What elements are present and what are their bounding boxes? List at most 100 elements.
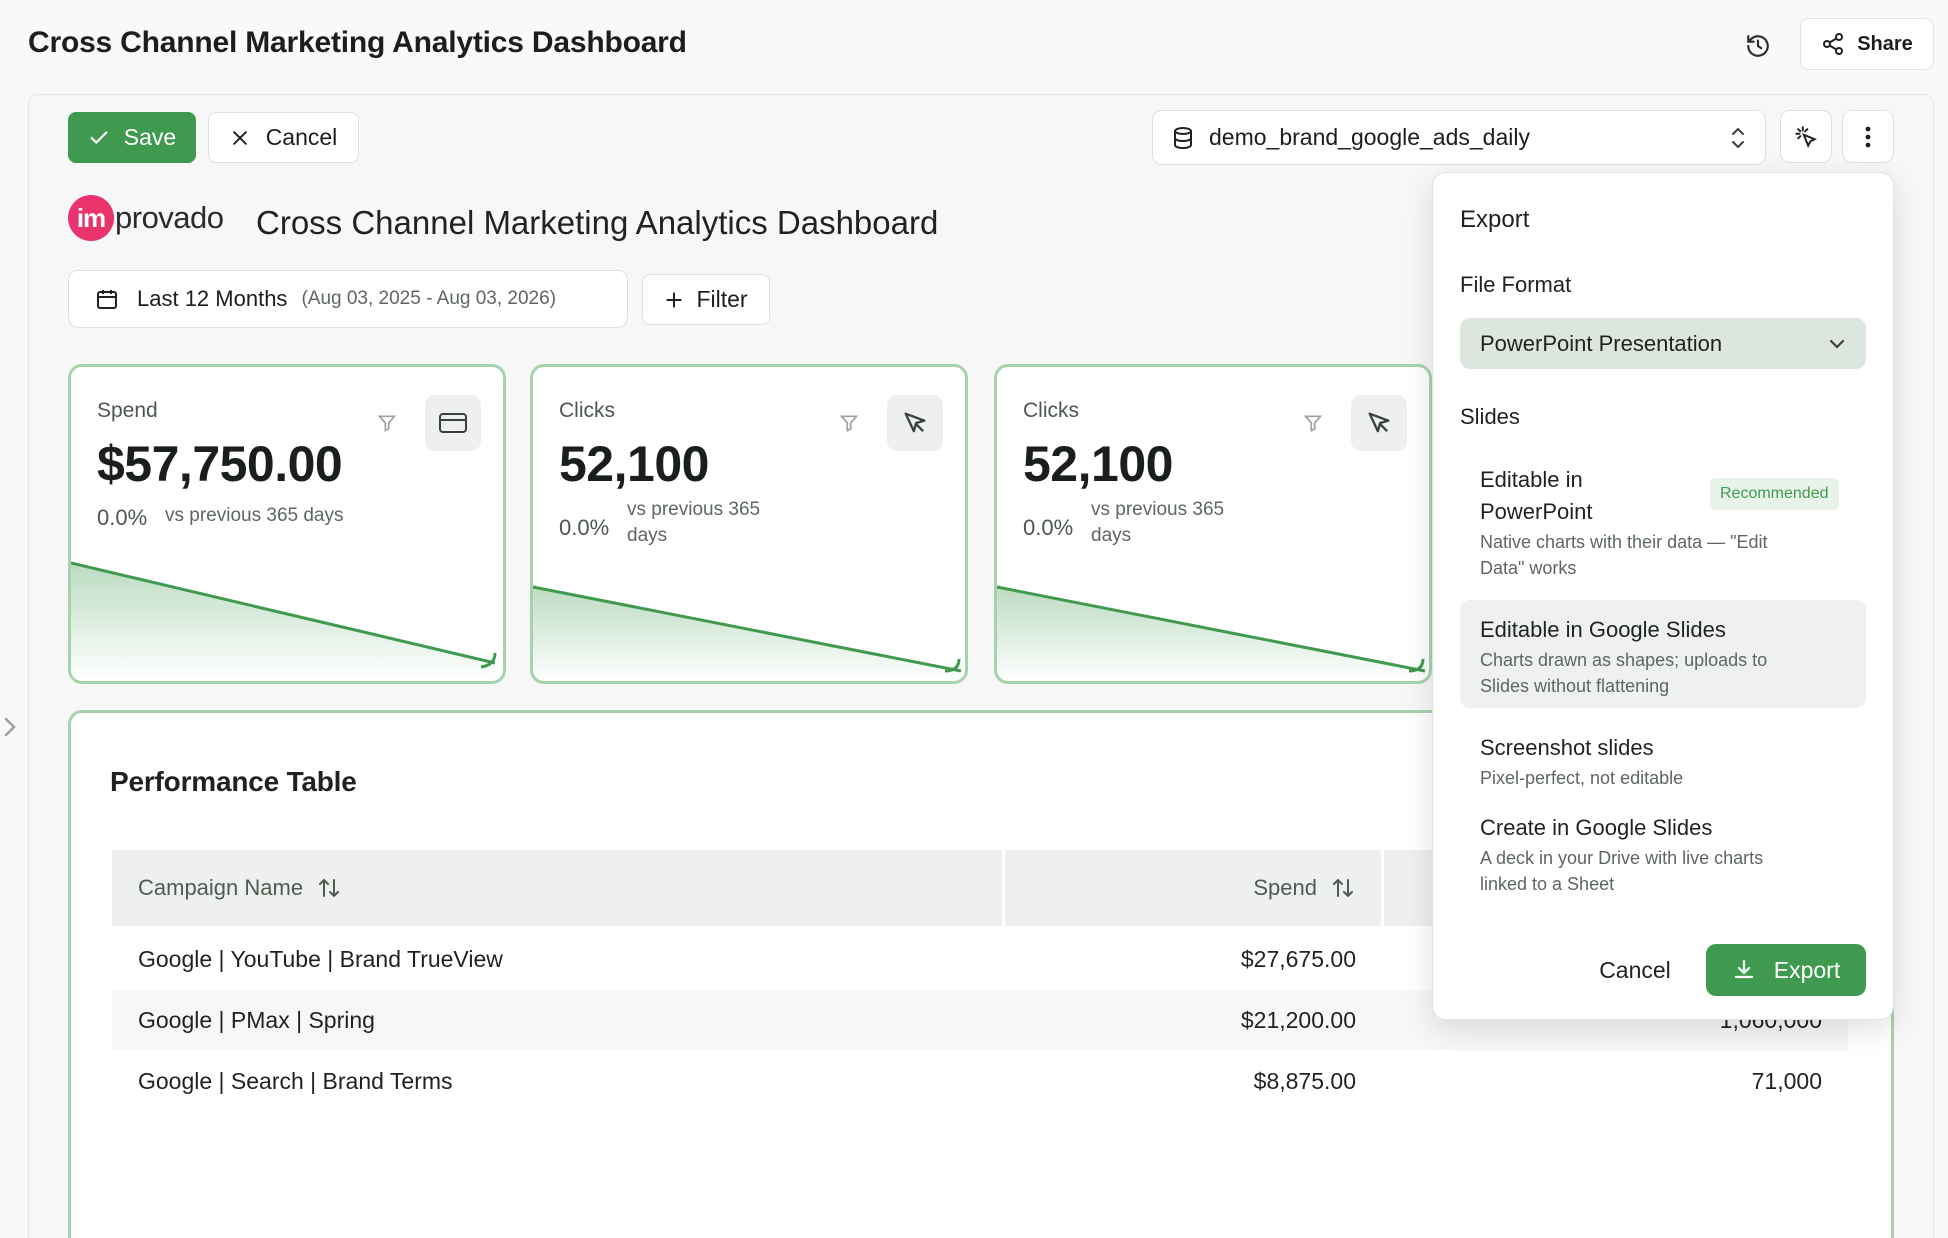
chevron-down-icon bbox=[1829, 339, 1845, 349]
add-filter-button[interactable]: Filter bbox=[642, 274, 770, 325]
export-option-create-google-slides[interactable]: Create in Google Slides A deck in your D… bbox=[1460, 798, 1866, 911]
option-title: Screenshot slides bbox=[1480, 735, 1654, 760]
chevron-up-down-icon bbox=[1732, 127, 1744, 148]
table-title: Performance Table bbox=[110, 766, 357, 797]
column-header-spend[interactable]: Spend bbox=[1005, 850, 1355, 926]
export-option-editable-google-slides[interactable]: Editable in Google Slides Charts drawn a… bbox=[1460, 600, 1866, 708]
credit-card-icon bbox=[425, 395, 481, 451]
cancel-button[interactable]: Cancel bbox=[208, 112, 359, 163]
kpi-card-clicks[interactable]: Clicks 52,100 0.0% vs previous 365 days bbox=[530, 364, 968, 684]
file-format-label: File Format bbox=[1460, 272, 1572, 297]
cell-spend: $27,675.00 bbox=[1240, 946, 1356, 972]
calendar-icon bbox=[97, 290, 117, 309]
date-range-dates: (Aug 03, 2025 - Aug 03, 2026) bbox=[301, 288, 557, 309]
export-popover bbox=[1432, 172, 1894, 1020]
sparkline-chart bbox=[71, 561, 497, 681]
cursor-icon bbox=[887, 395, 943, 451]
sparkle-cursor-icon bbox=[1795, 125, 1818, 148]
sparkline-chart bbox=[533, 585, 962, 681]
filter-icon[interactable] bbox=[377, 413, 397, 433]
share-icon bbox=[1823, 33, 1844, 55]
option-title: Create in Google Slides bbox=[1480, 815, 1713, 840]
cancel-label: Cancel bbox=[265, 124, 338, 150]
kpi-card-spend[interactable]: Spend $57,750.00 0.0% vs previous 365 da… bbox=[68, 364, 506, 684]
save-button[interactable]: Save bbox=[68, 112, 196, 163]
more-options-button[interactable] bbox=[1842, 110, 1894, 163]
column-header-campaign[interactable]: Campaign Name bbox=[138, 850, 341, 926]
sort-icon[interactable] bbox=[317, 876, 341, 900]
kpi-delta: 0.0% bbox=[1023, 515, 1074, 540]
export-option-editable-powerpoint[interactable]: Editable in PowerPoint Native charts wit… bbox=[1460, 450, 1866, 595]
kpi-delta: 0.0% bbox=[97, 505, 148, 530]
chevron-right-icon bbox=[4, 717, 16, 737]
dashboard-title[interactable]: Cross Channel Marketing Analytics Dashbo… bbox=[256, 204, 939, 241]
kpi-comparison-line2: days bbox=[627, 525, 668, 546]
option-title: Editable in Google Slides bbox=[1480, 617, 1726, 642]
option-desc-line1: Native charts with their data — "Edit bbox=[1480, 532, 1768, 552]
filter-label: Filter bbox=[696, 286, 748, 312]
kpi-value: 52,100 bbox=[1023, 436, 1173, 492]
kpi-value: $57,750.00 bbox=[97, 436, 343, 492]
cell-spend: $21,200.00 bbox=[1240, 1007, 1356, 1033]
column-divider bbox=[1381, 850, 1384, 1110]
data-source-value: demo_brand_google_ads_daily bbox=[1209, 124, 1530, 150]
kpi-label: Clicks bbox=[559, 399, 615, 422]
table-row[interactable]: Google | YouTube | Brand TrueView $27,67… bbox=[112, 929, 1848, 989]
kpi-delta: 0.0% bbox=[559, 515, 610, 540]
file-format-select[interactable]: PowerPoint Presentation bbox=[1460, 318, 1866, 369]
option-desc-line2: linked to a Sheet bbox=[1480, 874, 1615, 894]
recommended-badge: Recommended bbox=[1710, 478, 1839, 510]
close-icon bbox=[232, 130, 247, 145]
more-vertical-icon bbox=[1865, 126, 1871, 147]
share-button[interactable]: Share bbox=[1800, 18, 1934, 70]
improvado-logo: im provado bbox=[68, 192, 238, 244]
column-divider bbox=[1002, 850, 1005, 1110]
file-format-value: PowerPoint Presentation bbox=[1480, 330, 1723, 356]
option-desc-line1: Charts drawn as shapes; uploads to bbox=[1480, 650, 1768, 670]
share-label: Share bbox=[1857, 32, 1913, 55]
option-title-line1: Editable in bbox=[1480, 467, 1583, 492]
option-desc-line2: Slides without flattening bbox=[1480, 676, 1670, 696]
table-row[interactable]: Google | Search | Brand Terms $8,875.00 … bbox=[112, 1051, 1848, 1111]
cell-campaign: Google | Search | Brand Terms bbox=[138, 1068, 453, 1094]
kpi-comparison-line1: vs previous 365 bbox=[627, 499, 761, 520]
export-cancel-button[interactable]: Cancel bbox=[1599, 956, 1671, 983]
column-header-label: Campaign Name bbox=[138, 875, 304, 900]
app-title: Cross Channel Marketing Analytics Dashbo… bbox=[28, 26, 687, 59]
ai-assist-button[interactable] bbox=[1780, 110, 1832, 163]
sparkline-chart bbox=[997, 585, 1426, 681]
cell-spend: $8,875.00 bbox=[1253, 1068, 1356, 1094]
option-title-line2: PowerPoint bbox=[1480, 499, 1593, 524]
option-desc-line1: Pixel-perfect, not editable bbox=[1480, 768, 1684, 788]
expand-sidebar-button[interactable] bbox=[0, 712, 20, 742]
export-label: Export bbox=[1773, 956, 1841, 983]
slides-label: Slides bbox=[1460, 404, 1520, 429]
kpi-label: Clicks bbox=[1023, 399, 1079, 422]
export-button[interactable]: Export bbox=[1706, 944, 1866, 996]
sort-icon[interactable] bbox=[1331, 876, 1355, 900]
cell-campaign: Google | PMax | Spring bbox=[138, 1007, 375, 1033]
logo-mark: im bbox=[68, 195, 114, 241]
database-icon bbox=[1174, 126, 1192, 149]
cursor-icon bbox=[1351, 395, 1407, 451]
option-desc-line2: Data" works bbox=[1480, 558, 1577, 578]
kpi-comparison-line1: vs previous 365 bbox=[1091, 499, 1225, 520]
history-icon bbox=[1747, 35, 1769, 57]
check-icon bbox=[90, 130, 108, 144]
kpi-comparison-line2: days bbox=[1091, 525, 1132, 546]
history-button[interactable] bbox=[1730, 24, 1786, 68]
logo-text: provado bbox=[115, 200, 224, 235]
filter-icon[interactable] bbox=[839, 413, 859, 433]
kpi-card-clicks-2[interactable]: Clicks 52,100 0.0% vs previous 365 days bbox=[994, 364, 1432, 684]
export-option-screenshot-slides[interactable]: Screenshot slides Pixel-perfect, not edi… bbox=[1460, 718, 1866, 805]
kpi-value: 52,100 bbox=[559, 436, 709, 492]
export-title: Export bbox=[1460, 206, 1530, 233]
column-header-label: Spend bbox=[1253, 875, 1317, 900]
filter-icon[interactable] bbox=[1303, 413, 1323, 433]
download-icon bbox=[1734, 959, 1753, 979]
save-label: Save bbox=[123, 124, 177, 150]
cell-campaign: Google | YouTube | Brand TrueView bbox=[138, 946, 503, 972]
kpi-comparison: vs previous 365 days bbox=[627, 497, 760, 549]
date-range-picker[interactable]: Last 12 Months (Aug 03, 2025 - Aug 03, 2… bbox=[68, 270, 628, 328]
data-source-select[interactable]: demo_brand_google_ads_daily bbox=[1152, 110, 1766, 165]
